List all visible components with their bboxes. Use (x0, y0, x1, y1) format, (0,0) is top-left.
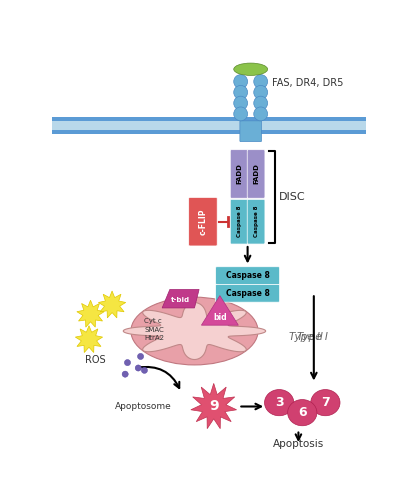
Circle shape (135, 365, 141, 371)
Text: 9: 9 (209, 400, 219, 413)
Text: Caspase 8: Caspase 8 (237, 206, 242, 238)
Text: DISC: DISC (278, 192, 305, 202)
Text: Cyt c
SMAC
HtrA2: Cyt c SMAC HtrA2 (144, 318, 164, 340)
Text: 3: 3 (275, 396, 284, 409)
Circle shape (141, 367, 148, 374)
Text: Caspase 8: Caspase 8 (253, 206, 259, 238)
Text: ROS: ROS (85, 356, 105, 366)
Text: FAS, DR4, DR5: FAS, DR4, DR5 (272, 78, 344, 88)
Polygon shape (191, 384, 237, 428)
FancyBboxPatch shape (216, 284, 279, 302)
Text: 6: 6 (298, 406, 306, 419)
Polygon shape (202, 296, 238, 325)
Circle shape (124, 360, 131, 366)
Text: Type II: Type II (289, 332, 323, 342)
Bar (52, 130, 366, 134)
Text: Caspase 8: Caspase 8 (226, 271, 270, 280)
Circle shape (234, 96, 248, 110)
Polygon shape (75, 326, 103, 352)
Circle shape (254, 86, 268, 100)
Text: 7: 7 (321, 396, 330, 409)
Ellipse shape (288, 400, 317, 426)
Text: Apoptosome: Apoptosome (115, 402, 171, 411)
Text: t-bid: t-bid (171, 297, 190, 303)
FancyBboxPatch shape (216, 266, 279, 284)
Polygon shape (77, 300, 104, 327)
Text: FADD: FADD (236, 164, 242, 184)
Text: c-FLIP: c-FLIP (198, 208, 207, 235)
Circle shape (122, 371, 128, 377)
Circle shape (234, 107, 248, 121)
Circle shape (234, 74, 248, 88)
Bar (52, 117, 366, 121)
FancyBboxPatch shape (240, 121, 262, 142)
Text: Apoptosis: Apoptosis (273, 439, 324, 449)
FancyBboxPatch shape (188, 198, 217, 246)
Polygon shape (98, 291, 126, 318)
Circle shape (254, 96, 268, 110)
Circle shape (234, 86, 248, 100)
Circle shape (137, 354, 144, 360)
FancyBboxPatch shape (247, 200, 265, 244)
Ellipse shape (264, 390, 294, 415)
Polygon shape (123, 302, 266, 360)
FancyBboxPatch shape (247, 150, 265, 198)
Text: bid: bid (213, 312, 227, 322)
Text: Type I: Type I (297, 332, 328, 342)
Circle shape (254, 74, 268, 88)
Ellipse shape (234, 63, 268, 76)
Polygon shape (162, 290, 199, 308)
FancyBboxPatch shape (230, 200, 248, 244)
Bar (52, 117, 366, 134)
Text: FADD: FADD (253, 164, 259, 184)
Text: Caspase 8: Caspase 8 (226, 289, 270, 298)
Ellipse shape (131, 297, 258, 365)
FancyBboxPatch shape (230, 150, 248, 198)
Circle shape (254, 107, 268, 121)
Ellipse shape (311, 390, 340, 415)
